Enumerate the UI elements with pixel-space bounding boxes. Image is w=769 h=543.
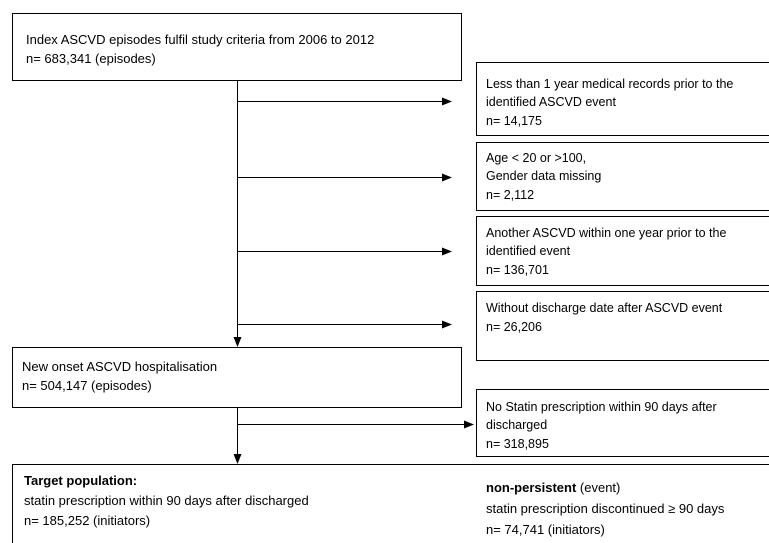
box-excl-2 — [476, 142, 769, 211]
node-text: n= 318,895 — [486, 437, 549, 451]
node-text: n= 136,701 — [486, 263, 549, 277]
node-text: discharged — [486, 418, 547, 432]
node-text: Without discharge date after ASCVD event — [486, 301, 723, 315]
node-text: Less than 1 year medical records prior t… — [486, 77, 733, 91]
node-text: n= 2,112 — [486, 188, 534, 202]
box-excl-5 — [476, 389, 769, 457]
node-text: Another ASCVD within one year prior to t… — [486, 226, 726, 240]
box-index — [12, 13, 462, 81]
node-text: n= 74,741 (initiators) — [486, 522, 605, 537]
node-text: n= 14,175 — [486, 114, 542, 128]
node-text: n= 504,147 (episodes) — [22, 378, 152, 393]
node-text: n= 683,341 (episodes) — [26, 51, 156, 66]
node-title: non-persistent (event) — [486, 480, 620, 495]
node-text: identified ASCVD event — [486, 95, 616, 109]
node-title: Target population: — [24, 473, 137, 488]
node-text: n= 26,206 — [486, 320, 542, 334]
node-title-suffix: (event) — [576, 480, 620, 495]
node-text: No Statin prescription within 90 days af… — [486, 400, 717, 414]
box-new-onset — [12, 347, 462, 408]
node-text: New onset ASCVD hospitalisation — [22, 359, 217, 374]
node-title-bold: non-persistent — [486, 480, 577, 495]
node-text: n= 185,252 (initiators) — [24, 513, 150, 528]
box-excl-1 — [476, 62, 769, 136]
node-text: statin prescription discontinued ≥ 90 da… — [486, 501, 725, 516]
node-text: statin prescription within 90 days after… — [24, 493, 309, 508]
box-excl-3 — [476, 216, 769, 286]
node-text: Age < 20 or >100, — [486, 151, 586, 165]
node-text: Index ASCVD episodes fulfil study criter… — [26, 32, 374, 47]
box-excl-4 — [476, 291, 769, 361]
node-text: identified event — [486, 244, 571, 258]
node-text: Gender data missing — [486, 169, 601, 183]
box-target — [12, 464, 769, 543]
